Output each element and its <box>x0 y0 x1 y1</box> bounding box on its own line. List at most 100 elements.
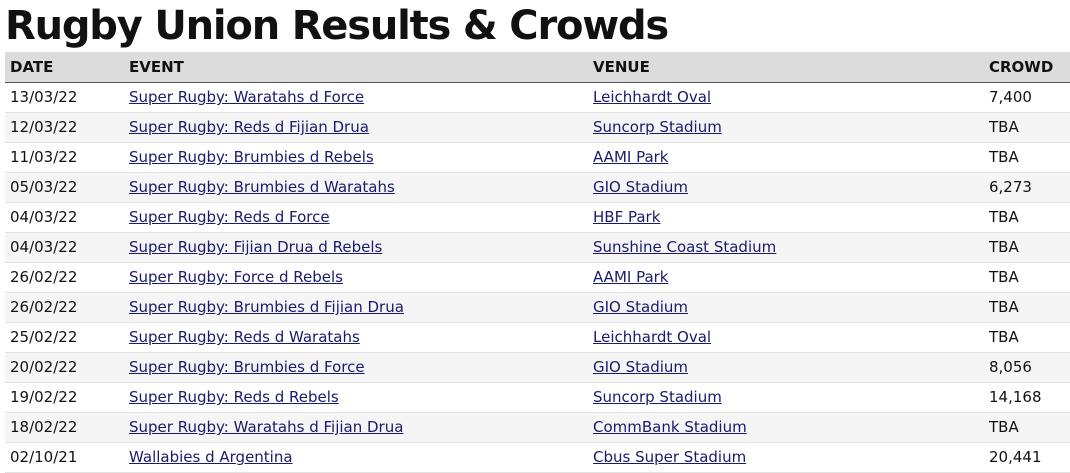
table-row: 26/02/22 Super Rugby: Brumbies d Fijian D… <box>5 292 1070 323</box>
event-link[interactable]: Super Rugby: Waratahs d Force <box>129 88 365 106</box>
venue-cell: HBF Park <box>588 202 984 233</box>
table-row: 20/02/22 Super Rugby: Brumbies d Force GIO… <box>5 352 1070 383</box>
venue-link[interactable]: GIO Stadium <box>593 298 689 316</box>
crowd-cell: 8,056 <box>984 352 1070 383</box>
venue-cell: Leichhardt Oval <box>588 322 984 353</box>
venue-link[interactable]: GIO Stadium <box>593 178 689 196</box>
date-cell: 04/03/22 <box>5 232 124 263</box>
table-row: 04/03/22 Super Rugby: Reds d Force HBF Par… <box>5 202 1070 233</box>
table-row: 11/03/22 Super Rugby: Brumbies d Rebels AA… <box>5 142 1070 173</box>
venue-link[interactable]: Leichhardt Oval <box>593 328 712 346</box>
table-row: 02/10/21 Wallabies d Argentina Cbus Super … <box>5 442 1070 473</box>
table-body: 13/03/22 Super Rugby: Waratahs d Force Lei… <box>5 82 1070 473</box>
column-header-event: EVENT <box>124 52 588 83</box>
event-cell: Super Rugby: Reds d Fijian Drua <box>124 112 588 143</box>
date-cell: 20/02/22 <box>5 352 124 383</box>
venue-link[interactable]: AAMI Park <box>593 148 669 166</box>
event-cell: Super Rugby: Brumbies d Fijian Drua <box>124 292 588 323</box>
crowd-cell: TBA <box>984 142 1070 173</box>
venue-cell: AAMI Park <box>588 142 984 173</box>
event-cell: Super Rugby: Force d Rebels <box>124 262 588 293</box>
table-row: 12/03/22 Super Rugby: Reds d Fijian Drua S… <box>5 112 1070 143</box>
event-link[interactable]: Super Rugby: Brumbies d Force <box>129 358 365 376</box>
table-row: 26/02/22 Super Rugby: Force d Rebels AAMI … <box>5 262 1070 293</box>
event-cell: Super Rugby: Reds d Force <box>124 202 588 233</box>
event-cell: Super Rugby: Reds d Waratahs <box>124 322 588 353</box>
venue-cell: Leichhardt Oval <box>588 82 984 113</box>
column-header-crowd: CROWD <box>984 52 1070 83</box>
venue-cell: Suncorp Stadium <box>588 112 984 143</box>
table-header: DATE EVENT VENUE CROWD <box>5 52 1070 83</box>
date-cell: 12/03/22 <box>5 112 124 143</box>
event-cell: Wallabies d Argentina <box>124 442 588 473</box>
event-link[interactable]: Super Rugby: Reds d Force <box>129 208 330 226</box>
venue-cell: GIO Stadium <box>588 292 984 323</box>
crowd-cell: TBA <box>984 262 1070 293</box>
date-cell: 02/10/21 <box>5 442 124 473</box>
venue-link[interactable]: GIO Stadium <box>593 358 689 376</box>
date-cell: 11/03/22 <box>5 142 124 173</box>
venue-link[interactable]: AAMI Park <box>593 268 669 286</box>
date-cell: 04/03/22 <box>5 202 124 233</box>
crowd-cell: 14,168 <box>984 382 1070 413</box>
results-table: DATE EVENT VENUE CROWD 13/03/22 Super Rug… <box>5 52 1070 473</box>
venue-link[interactable]: CommBank Stadium <box>593 418 747 436</box>
table-row: 05/03/22 Super Rugby: Brumbies d Waratahs… <box>5 172 1070 203</box>
event-cell: Super Rugby: Brumbies d Waratahs <box>124 172 588 203</box>
date-cell: 19/02/22 <box>5 382 124 413</box>
event-cell: Super Rugby: Fijian Drua d Rebels <box>124 232 588 263</box>
crowd-cell: TBA <box>984 412 1070 443</box>
crowd-cell: TBA <box>984 292 1070 323</box>
table-row: 25/02/22 Super Rugby: Reds d Waratahs Leic… <box>5 322 1070 353</box>
venue-link[interactable]: HBF Park <box>593 208 661 226</box>
event-link[interactable]: Super Rugby: Reds d Fijian Drua <box>129 118 369 136</box>
crowd-cell: 20,441 <box>984 442 1070 473</box>
venue-link[interactable]: Suncorp Stadium <box>593 118 722 136</box>
crowd-cell: TBA <box>984 232 1070 263</box>
column-header-venue: VENUE <box>588 52 984 83</box>
event-link[interactable]: Super Rugby: Reds d Rebels <box>129 388 339 406</box>
venue-link[interactable]: Cbus Super Stadium <box>593 448 747 466</box>
event-link[interactable]: Wallabies d Argentina <box>129 448 293 466</box>
venue-link[interactable]: Leichhardt Oval <box>593 88 712 106</box>
crowd-cell: 7,400 <box>984 82 1070 113</box>
venue-link[interactable]: Sunshine Coast Stadium <box>593 238 777 256</box>
venue-cell: AAMI Park <box>588 262 984 293</box>
venue-cell: Suncorp Stadium <box>588 382 984 413</box>
venue-cell: CommBank Stadium <box>588 412 984 443</box>
date-cell: 25/02/22 <box>5 322 124 353</box>
venue-cell: GIO Stadium <box>588 172 984 203</box>
event-cell: Super Rugby: Waratahs d Fijian Drua <box>124 412 588 443</box>
table-row: 19/02/22 Super Rugby: Reds d Rebels Suncor… <box>5 382 1070 413</box>
venue-cell: GIO Stadium <box>588 352 984 383</box>
table-row: 04/03/22 Super Rugby: Fijian Drua d Rebel… <box>5 232 1070 263</box>
date-cell: 18/02/22 <box>5 412 124 443</box>
header-row: DATE EVENT VENUE CROWD <box>5 52 1070 83</box>
venue-cell: Sunshine Coast Stadium <box>588 232 984 263</box>
event-link[interactable]: Super Rugby: Brumbies d Fijian Drua <box>129 298 404 316</box>
event-cell: Super Rugby: Brumbies d Rebels <box>124 142 588 173</box>
crowd-cell: 6,273 <box>984 172 1070 203</box>
event-cell: Super Rugby: Reds d Rebels <box>124 382 588 413</box>
event-link[interactable]: Super Rugby: Fijian Drua d Rebels <box>129 238 383 256</box>
date-cell: 13/03/22 <box>5 82 124 113</box>
date-cell: 05/03/22 <box>5 172 124 203</box>
event-cell: Super Rugby: Brumbies d Force <box>124 352 588 383</box>
venue-link[interactable]: Suncorp Stadium <box>593 388 722 406</box>
table-row: 18/02/22 Super Rugby: Waratahs d Fijian D… <box>5 412 1070 443</box>
column-header-date: DATE <box>5 52 124 83</box>
event-link[interactable]: Super Rugby: Brumbies d Waratahs <box>129 178 395 196</box>
crowd-cell: TBA <box>984 112 1070 143</box>
event-link[interactable]: Super Rugby: Brumbies d Rebels <box>129 148 374 166</box>
venue-cell: Cbus Super Stadium <box>588 442 984 473</box>
event-link[interactable]: Super Rugby: Force d Rebels <box>129 268 343 286</box>
event-link[interactable]: Super Rugby: Reds d Waratahs <box>129 328 360 346</box>
date-cell: 26/02/22 <box>5 292 124 323</box>
page-title: Rugby Union Results & Crowds <box>5 3 669 49</box>
crowd-cell: TBA <box>984 322 1070 353</box>
crowd-cell: TBA <box>984 202 1070 233</box>
event-cell: Super Rugby: Waratahs d Force <box>124 82 588 113</box>
table-row: 13/03/22 Super Rugby: Waratahs d Force Lei… <box>5 82 1070 113</box>
event-link[interactable]: Super Rugby: Waratahs d Fijian Drua <box>129 418 404 436</box>
